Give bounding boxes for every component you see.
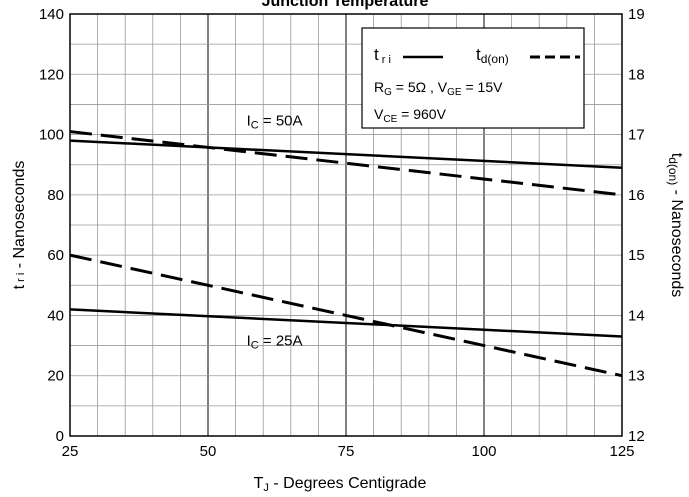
x-tick-label: 125 (609, 443, 634, 460)
series-line-tdon-25a (69, 253, 623, 378)
y-tick-label: 100 (39, 127, 64, 144)
y2-tick-label: 12 (628, 428, 645, 445)
y-tick-label: 120 (39, 66, 64, 83)
tick-labels: 25 50 75 100 125 0 20 40 60 80 100 120 140 12 13 14 15 16… (39, 6, 645, 460)
x-tick-label: 75 (338, 443, 355, 460)
y2-tick-label: 13 (628, 368, 645, 385)
series-lines (69, 130, 623, 378)
y-tick-label: 40 (47, 307, 64, 324)
legend-box (361, 27, 585, 129)
y2-tick-label: 17 (628, 127, 645, 144)
plot-frame (69, 13, 623, 437)
y-tick-label: 0 (56, 428, 64, 445)
series-line-tri-25a (69, 308, 623, 338)
chart-title: Junction Temperature (262, 0, 429, 10)
annotation-ic-25a: IC = 25A (247, 333, 303, 352)
series-line-tri-50a (69, 139, 623, 169)
legend-condition-rg-vge: RG = 5Ω , VGE = 15V (374, 79, 503, 98)
y-axis-label: tr i - Nanoseconds (11, 161, 28, 290)
x-tick-label: 100 (471, 443, 496, 460)
x-tick-label: 25 (62, 443, 79, 460)
y-tick-label: 60 (47, 247, 64, 264)
x-axis-label: TJ - Degrees Centigrade (254, 475, 427, 494)
x-tick-label: 50 (200, 443, 217, 460)
y2-tick-label: 15 (628, 247, 645, 264)
legend-tdon-label: td(on) (476, 45, 509, 66)
y-tick-label: 140 (39, 6, 64, 23)
y2-axis-label: td(on) - Nanoseconds (666, 153, 685, 298)
y2-tick-label: 18 (628, 66, 645, 83)
y-tick-label: 20 (47, 368, 64, 385)
annotation-ic-50a: IC = 50A (247, 113, 303, 132)
y2-tick-label: 19 (628, 6, 645, 23)
y-tick-label: 80 (47, 187, 64, 204)
y2-tick-label: 16 (628, 187, 645, 204)
y2-tick-label: 14 (628, 307, 645, 324)
legend-condition-vce: VCE = 960V (374, 106, 447, 125)
